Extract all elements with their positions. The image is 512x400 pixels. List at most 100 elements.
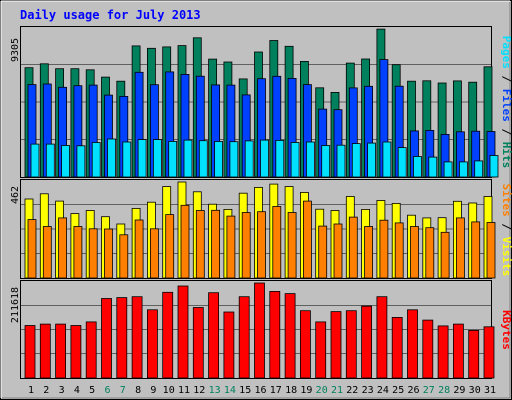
visits-sites-panel: 462 Sites / Visits	[10, 179, 512, 279]
bar-pages-day-2	[45, 143, 55, 178]
bar-pages-day-12	[198, 140, 208, 178]
bar-pages-day-28	[443, 161, 453, 178]
day-label-18: 18	[285, 385, 297, 396]
day-label-4: 4	[74, 385, 80, 396]
bar-pages-day-31	[489, 155, 499, 178]
day-label-1: 1	[28, 385, 34, 396]
bar-kbytes-day-13	[208, 292, 220, 379]
bar-sites-day-4	[73, 226, 83, 279]
bar-sites-day-5	[88, 228, 98, 279]
bar-sites-day-6	[104, 228, 113, 279]
day-label-15: 15	[239, 385, 251, 396]
bar-pages-day-29	[458, 161, 468, 178]
legend-separator: /	[500, 122, 512, 142]
panel-bars	[24, 282, 495, 379]
day-label-10: 10	[163, 385, 175, 396]
bar-sites-day-28	[440, 231, 450, 279]
bar-kbytes-day-21	[330, 311, 342, 379]
bar-kbytes-day-3	[55, 323, 66, 379]
bar-sites-day-29	[455, 217, 465, 279]
bar-kbytes-day-18	[284, 293, 296, 379]
bar-sites-day-11	[180, 204, 190, 279]
bar-sites-day-30	[471, 221, 481, 279]
bar-sites-day-7	[119, 234, 129, 279]
bar-pages-day-10	[168, 140, 178, 178]
bar-kbytes-day-15	[238, 296, 250, 379]
bar-sites-day-3	[58, 217, 67, 279]
bar-sites-day-16	[257, 211, 266, 279]
bar-sites-day-20	[318, 225, 328, 279]
legend-top: Pages / Files / Hits	[500, 36, 512, 169]
bar-sites-day-10	[165, 214, 175, 279]
legend-item-kbytes: KBytes	[500, 310, 512, 350]
bar-kbytes-day-14	[223, 311, 235, 379]
day-label-17: 17	[270, 385, 282, 396]
bar-kbytes-day-1	[24, 325, 36, 379]
axis-max-label: 211618	[10, 287, 21, 323]
bar-kbytes-day-11	[177, 285, 189, 379]
bar-kbytes-day-16	[254, 282, 265, 379]
day-label-8: 8	[135, 385, 141, 396]
day-label-30: 30	[469, 385, 481, 396]
day-label-31: 31	[484, 385, 496, 396]
day-label-2: 2	[43, 385, 49, 396]
day-label-16: 16	[254, 385, 266, 396]
legend-separator: /	[500, 217, 512, 237]
bar-sites-day-24	[379, 219, 389, 279]
day-label-26: 26	[407, 385, 419, 396]
bar-sites-day-27	[425, 227, 435, 279]
day-label-6: 6	[104, 385, 110, 396]
bar-sites-day-17	[272, 206, 282, 279]
bar-kbytes-day-23	[361, 305, 373, 379]
bar-kbytes-day-24	[376, 296, 388, 379]
legend-item-files: Files	[500, 89, 512, 122]
bar-pages-day-18	[290, 142, 300, 178]
panel-bars	[24, 181, 496, 279]
day-label-14: 14	[224, 385, 236, 396]
bar-sites-day-13	[211, 209, 221, 279]
panel-bars	[24, 28, 499, 178]
bar-pages-day-23	[367, 142, 377, 178]
bar-pages-day-22	[351, 143, 361, 178]
bar-pages-day-19	[305, 141, 315, 178]
legend-item-hits: Hits	[500, 142, 512, 169]
legend-separator: /	[500, 69, 512, 89]
bar-kbytes-day-4	[70, 325, 82, 379]
day-label-29: 29	[453, 385, 465, 396]
bar-kbytes-day-7	[116, 297, 128, 379]
bar-pages-day-26	[413, 156, 422, 178]
legend-item-visits: Visits	[500, 237, 512, 277]
day-label-11: 11	[178, 385, 190, 396]
day-label-19: 19	[300, 385, 312, 396]
legend-item-sites: Sites	[500, 184, 512, 217]
day-label-20: 20	[316, 385, 328, 396]
legend-middle: Sites / Visits	[500, 184, 512, 277]
day-label-23: 23	[362, 385, 374, 396]
bar-pages-day-3	[61, 145, 70, 178]
day-label-12: 12	[193, 385, 205, 396]
bar-kbytes-day-6	[101, 298, 112, 379]
bar-pages-day-11	[183, 139, 193, 178]
kbytes-panel: 211618 KBytes	[10, 280, 512, 379]
bar-pages-day-25	[397, 147, 407, 178]
legend-bottom: KBytes	[500, 310, 512, 350]
bar-sites-day-25	[394, 222, 404, 279]
bar-pages-day-21	[336, 144, 346, 178]
bar-kbytes-day-22	[345, 310, 357, 379]
bar-kbytes-day-17	[269, 290, 281, 379]
bar-sites-day-22	[348, 216, 358, 279]
day-label-21: 21	[331, 385, 343, 396]
bar-sites-day-15	[241, 212, 251, 279]
day-axis-labels: 1 2 3 4 5 6 7 8 9 10 11 12 13 14 15 16 17 18 19 20 21 22 23 24 2…	[28, 385, 496, 396]
bar-kbytes-day-19	[299, 310, 311, 379]
bar-kbytes-day-12	[192, 307, 204, 379]
bar-kbytes-day-30	[468, 329, 480, 379]
chart-title: Daily usage for July 2013	[20, 8, 201, 22]
day-label-9: 9	[150, 385, 156, 396]
bar-pages-day-17	[275, 139, 285, 178]
bar-sites-day-12	[195, 210, 205, 279]
bar-sites-day-26	[410, 226, 419, 279]
bar-kbytes-day-31	[483, 326, 495, 379]
